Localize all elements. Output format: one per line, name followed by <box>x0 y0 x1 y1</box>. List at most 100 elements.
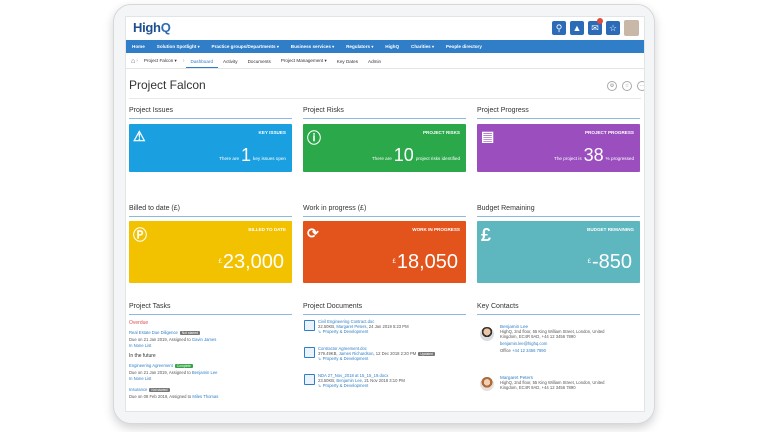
nav-item-solution-spotlight[interactable]: Solution Spotlight ▾ <box>156 44 200 49</box>
project-subnav: ⌂ › Project Falcon ▾ › Dashboard Activit… <box>126 54 644 69</box>
tab-key-dates[interactable]: Key Dates <box>336 58 358 64</box>
settings-icon[interactable]: ⚙ <box>607 81 617 91</box>
wip-amount: £18,050 <box>392 251 458 273</box>
folder-link[interactable]: ↳ Property & Development <box>318 383 369 388</box>
section-title-progress: Project Progress <box>477 107 529 114</box>
nav-item-highq[interactable]: HighQ <box>385 44 400 49</box>
tab-activity[interactable]: Activity <box>223 58 238 64</box>
folder-link[interactable]: ↳ Property & Development <box>318 329 369 334</box>
refresh-icon: ⟳ <box>307 225 319 241</box>
section-rule <box>129 314 292 315</box>
main-nav: Home Solution Spotlight ▾ Practice group… <box>126 40 644 53</box>
project-progress-card[interactable]: ▤ PROJECT PROGRESS The project is 38 % p… <box>477 124 640 172</box>
budget-amount: £-850 <box>587 251 632 273</box>
card-label: BUDGET REMAINING <box>587 227 634 232</box>
project-risks-card[interactable]: ⓘ PROJECT RISKS There are 10 project ris… <box>303 124 466 172</box>
project-switcher[interactable]: Project Falcon ▾ <box>143 58 177 63</box>
task-list-link[interactable]: In None List <box>129 343 152 348</box>
section-rule <box>129 216 292 217</box>
card-suffix: % progressed <box>605 156 634 161</box>
tab-documents[interactable]: Documents <box>247 58 271 64</box>
contact-name-link[interactable]: Benjamin Lee <box>500 324 529 329</box>
status-badge: Updated <box>418 352 435 356</box>
document-link[interactable]: Civil Engineering Contract.doc <box>318 319 375 324</box>
document-item: Contractor Agreement.doc 379.49KB, James… <box>318 346 435 361</box>
card-label: WORK IN PROGRESS <box>412 227 460 232</box>
contact-address: Kingdom, EC4R 9AD, +44 12 3456 7890 <box>500 385 576 390</box>
card-prefix: The project is <box>554 156 582 161</box>
card-prefix: There are <box>219 156 240 161</box>
breadcrumb-separator: › <box>182 58 185 64</box>
star-icon[interactable]: ☆ <box>606 21 620 35</box>
section-title-billed: Billed to date (£) <box>129 205 180 212</box>
assignee-link[interactable]: Benjamin Lee <box>191 370 218 375</box>
bell-icon[interactable]: ▲ <box>570 21 584 35</box>
task-link[interactable]: Real Estate Due Diligence <box>129 330 178 335</box>
nav-item-practice-groups[interactable]: Practice groups/Departments ▾ <box>211 44 279 49</box>
word-document-icon <box>304 374 315 385</box>
assignee-link[interactable]: Miles Thomas <box>192 394 219 399</box>
section-title-budget: Budget Remaining <box>477 205 535 212</box>
assignee-link[interactable]: Gavin James <box>191 337 217 342</box>
task-list-link[interactable]: In None List <box>129 376 152 381</box>
more-icon[interactable]: ⋯ <box>637 81 644 91</box>
tab-admin[interactable]: Admin <box>368 58 382 64</box>
author-link[interactable]: Benjamin Lee <box>336 378 363 383</box>
nav-item-home[interactable]: Home <box>132 44 145 49</box>
nav-item-charities[interactable]: Charities ▾ <box>411 44 434 49</box>
billed-amount: £23,000 <box>218 251 284 273</box>
task-item: Insurance Not started <box>129 387 170 392</box>
title-divider <box>129 98 641 99</box>
section-title-contacts: Key Contacts <box>477 303 519 310</box>
contact-avatar[interactable] <box>480 377 494 391</box>
contact-item: Benjamin Lee HighQ, 2nd floor, 55 King W… <box>500 324 605 353</box>
task-meta: Due on 08 Feb 2019, Assigned to Miles Th… <box>129 394 219 399</box>
work-in-progress-card[interactable]: ⟳ WORK IN PROGRESS £18,050 <box>303 221 466 283</box>
card-label: KEY ISSUES <box>258 130 287 135</box>
task-link[interactable]: Insurance <box>129 387 148 392</box>
contact-avatar[interactable] <box>480 327 494 341</box>
document-link[interactable]: Contractor Agreement.doc <box>318 346 367 351</box>
page-title: Project Falcon <box>129 78 206 92</box>
card-label: PROJECT PROGRESS <box>584 130 634 135</box>
nav-item-people-directory[interactable]: People directory <box>445 44 482 49</box>
billed-to-date-card[interactable]: Ⓟ BILLED TO DATE £23,000 <box>129 221 292 283</box>
contact-address: Kingdom, EC4R 9AD, +44 12 3456 7890 <box>500 334 576 339</box>
nav-item-regulators[interactable]: Regulators ▾ <box>346 44 374 49</box>
search-icon[interactable]: ⚲ <box>552 21 566 35</box>
key-issues-card[interactable]: ⚠ KEY ISSUES There are 1 key issues open <box>129 124 292 172</box>
task-link[interactable]: Engineering Agreement <box>129 363 173 368</box>
folder-link[interactable]: ↳ Property & Development <box>318 356 369 361</box>
contact-address: HighQ, 2nd floor, 55 King William Street… <box>500 329 605 334</box>
task-item: Engineering Agreement Complete <box>129 363 193 368</box>
contact-phone-link[interactable]: +44 12 3456 7890 <box>512 348 546 353</box>
section-title-issues: Project Issues <box>129 107 173 114</box>
card-label: BILLED TO DATE <box>248 227 286 232</box>
home-icon[interactable]: ⌂ <box>131 57 136 65</box>
section-rule <box>303 314 466 315</box>
contact-name-link[interactable]: Margaret Peters <box>500 375 533 380</box>
alert-icon: ⓘ <box>307 130 321 146</box>
nav-item-business-services[interactable]: Business services ▾ <box>290 44 335 49</box>
tab-project-management[interactable]: Project Management ▾ <box>280 58 327 63</box>
title-actions: ⚙ ☆ ⋯ <box>607 81 644 91</box>
section-rule <box>477 314 640 315</box>
card-prefix: There are <box>371 156 392 161</box>
task-meta: Due on 21 Jan 2019, Assigned to Gavin Ja… <box>129 337 217 342</box>
contact-email-link[interactable]: benjamin.lee@highq.com <box>500 341 548 346</box>
task-meta: Due on 21 Jan 2019, Assigned to Benjamin… <box>129 370 218 375</box>
mail-icon[interactable]: ✉ <box>588 21 602 35</box>
budget-remaining-card[interactable]: £ BUDGET REMAINING £-850 <box>477 221 640 283</box>
word-document-icon <box>304 320 315 331</box>
section-title-documents: Project Documents <box>303 303 363 310</box>
document-link[interactable]: NDA 27_Nov_2018 at 15_15_19.docx <box>318 373 389 378</box>
author-link[interactable]: Margaret Peters <box>336 324 367 329</box>
favorite-icon[interactable]: ☆ <box>622 81 632 91</box>
user-avatar[interactable] <box>624 20 639 36</box>
tab-dashboard[interactable]: Dashboard <box>185 59 219 68</box>
app-logo[interactable]: HighQ <box>133 20 171 35</box>
key-issues-count: 1 <box>241 145 252 165</box>
author-link[interactable]: James Richardson <box>338 351 374 356</box>
future-heading: In the future <box>129 353 156 359</box>
project-risks-count: 10 <box>393 145 414 165</box>
